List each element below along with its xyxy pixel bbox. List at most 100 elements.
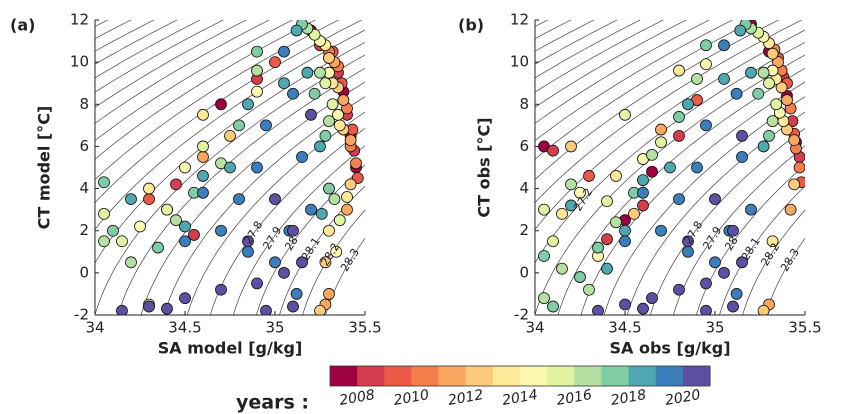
point [538,250,550,262]
point [179,161,191,174]
point [763,129,775,142]
point [745,203,757,216]
point [197,140,209,153]
density-contour [95,20,132,40]
point [323,288,335,300]
point [637,199,649,212]
colorbar-segment [682,366,711,386]
point [547,300,559,313]
density-contour [535,54,805,315]
point [197,170,209,182]
point [646,148,658,161]
y-tick-label: 10 [510,53,529,71]
density-contour [535,20,595,52]
point [718,39,730,52]
density-contour [95,29,365,230]
point [98,235,110,248]
point [330,245,343,258]
y-axis-label: CT obs [°C] [475,117,494,217]
point [727,224,739,237]
point [682,235,694,248]
density-contour [580,81,805,315]
point [788,178,801,191]
point [341,191,353,203]
point [296,256,308,269]
x-tick-label: 35.5 [788,319,821,337]
point [556,262,568,275]
point [736,129,748,142]
point [601,233,613,246]
point [350,157,362,170]
colorbar-segment [655,366,684,386]
y-tick-label: 4 [79,179,89,197]
point [278,77,290,90]
point [251,161,263,174]
point [736,256,748,269]
point [619,298,631,311]
point [592,241,604,254]
density-contour [95,54,365,315]
point [344,178,357,191]
density-contour [95,20,178,65]
y-tick-label: 6 [79,137,89,155]
point [718,73,730,85]
point [161,203,173,216]
point [179,220,191,233]
y-tick-label: 12 [510,11,529,29]
point [134,220,146,233]
point [757,140,770,153]
point [116,304,128,315]
point [323,182,335,195]
density-contour [95,20,363,204]
colorbar-segment [465,366,494,386]
y-tick-label: 12 [70,11,89,29]
panel-label: (a) [10,16,35,35]
x-tick-label: 35.5 [348,319,381,337]
density-contour [557,67,805,315]
point [287,87,299,100]
point [565,140,577,153]
colorbar-segment [628,366,657,386]
point [610,216,622,229]
point [116,235,128,248]
point [143,193,155,206]
colorbar-tick-label: 2014 [501,387,539,409]
point [709,256,721,269]
point [251,45,263,58]
point [278,45,290,58]
point [752,87,765,100]
point [682,98,694,111]
point [260,304,272,315]
x-tick-label: 35 [705,319,724,337]
point [269,56,281,69]
point [700,39,712,52]
point [287,224,299,237]
density-contour [719,185,805,315]
density-contour [603,96,805,315]
colorbar-segment [330,366,358,386]
colorbar-segment [601,366,630,386]
point [125,193,137,206]
point [125,256,137,269]
density-contour [649,128,805,315]
density-contour [232,145,365,315]
density-contour [672,145,805,315]
density-contour [302,209,365,315]
density-contour [626,111,805,315]
point [673,283,685,296]
point [673,111,685,123]
point [730,87,743,100]
point [691,73,703,85]
point [315,207,328,220]
point [107,224,119,237]
point [287,300,299,313]
density-contour [535,20,734,142]
density-contour [163,96,365,315]
point [793,161,805,174]
point [188,229,200,241]
point [337,94,350,106]
point [766,115,779,128]
density-contour [535,29,805,230]
point [646,292,658,305]
density-contour [186,111,365,315]
